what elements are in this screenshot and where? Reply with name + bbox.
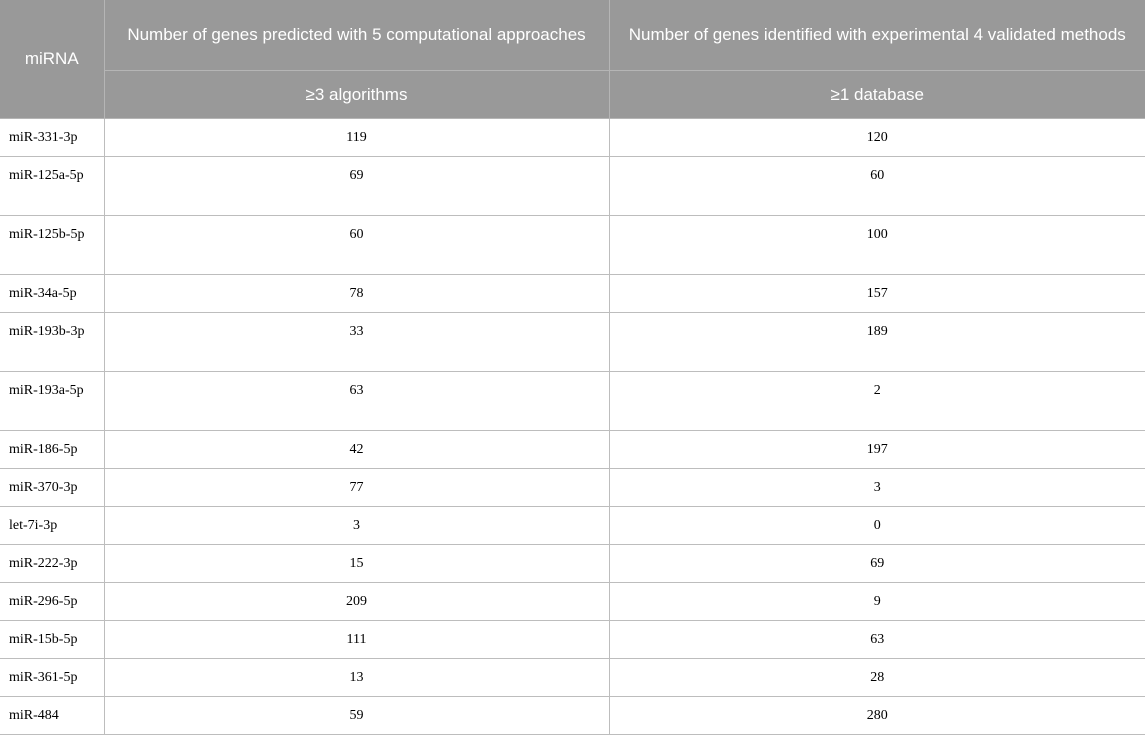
mirna-cell: miR-15b-5p (0, 620, 105, 659)
subheader-database: ≥1 database (609, 70, 1145, 119)
mirna-cell: miR-222-3p (0, 544, 105, 583)
identified-cell: 3 (609, 468, 1145, 507)
predicted-cell: 59 (104, 696, 610, 735)
table-row: miR-370-3p 77 3 (0, 468, 1145, 507)
header-row-sub: ≥3 algorithms ≥1 database (0, 70, 1145, 119)
predicted-cell: 3 (104, 506, 610, 545)
identified-cell: 63 (609, 620, 1145, 659)
identified-cell: 120 (609, 118, 1145, 157)
identified-cell: 69 (609, 544, 1145, 583)
identified-cell: 197 (609, 430, 1145, 469)
col-header-experimental: Number of genes identified with experime… (609, 0, 1145, 71)
mirna-cell: miR-193b-3p (0, 312, 105, 372)
identified-cell: 157 (609, 274, 1145, 313)
table-row: miR-484 59 280 (0, 696, 1145, 735)
mirna-cell: let-7i-3p (0, 506, 105, 545)
identified-cell: 2 (609, 371, 1145, 431)
predicted-cell: 13 (104, 658, 610, 697)
predicted-cell: 33 (104, 312, 610, 372)
predicted-cell: 15 (104, 544, 610, 583)
predicted-cell: 119 (104, 118, 610, 157)
predicted-cell: 69 (104, 156, 610, 216)
table-row: miR-186-5p 42 197 (0, 430, 1145, 469)
mirna-cell: miR-125a-5p (0, 156, 105, 216)
table-row: let-7i-3p 3 0 (0, 506, 1145, 545)
table-row: miR-331-3p 119 120 (0, 118, 1145, 157)
mirna-cell: miR-296-5p (0, 582, 105, 621)
header-row-main: miRNA Number of genes predicted with 5 c… (0, 0, 1145, 119)
table-row: miR-222-3p 15 69 (0, 544, 1145, 583)
table-row: miR-125a-5p 69 60 (0, 156, 1145, 216)
identified-cell: 9 (609, 582, 1145, 621)
table-row: miR-34a-5p 78 157 (0, 274, 1145, 313)
identified-cell: 100 (609, 215, 1145, 275)
table-row: miR-15b-5p 111 63 (0, 620, 1145, 659)
mirna-cell: miR-484 (0, 696, 105, 735)
identified-cell: 28 (609, 658, 1145, 697)
col-header-computational: Number of genes predicted with 5 computa… (104, 0, 610, 71)
col-header-mirna: miRNA (0, 0, 105, 119)
mirna-cell: miR-370-3p (0, 468, 105, 507)
mirna-cell: miR-125b-5p (0, 215, 105, 275)
predicted-cell: 63 (104, 371, 610, 431)
subheader-algorithms: ≥3 algorithms (104, 70, 610, 119)
table-row: miR-361-5p 13 28 (0, 658, 1145, 697)
mirna-cell: miR-186-5p (0, 430, 105, 469)
identified-cell: 0 (609, 506, 1145, 545)
table-row: miR-193a-5p 63 2 (0, 371, 1145, 431)
predicted-cell: 78 (104, 274, 610, 313)
identified-cell: 189 (609, 312, 1145, 372)
mirna-cell: miR-331-3p (0, 118, 105, 157)
mirna-cell: miR-193a-5p (0, 371, 105, 431)
predicted-cell: 60 (104, 215, 610, 275)
identified-cell: 60 (609, 156, 1145, 216)
predicted-cell: 209 (104, 582, 610, 621)
table-row: miR-125b-5p 60 100 (0, 215, 1145, 275)
mirna-cell: miR-34a-5p (0, 274, 105, 313)
identified-cell: 280 (609, 696, 1145, 735)
predicted-cell: 77 (104, 468, 610, 507)
mirna-cell: miR-361-5p (0, 658, 105, 697)
predicted-cell: 42 (104, 430, 610, 469)
table-row: miR-296-5p 209 9 (0, 582, 1145, 621)
table-row: miR-193b-3p 33 189 (0, 312, 1145, 372)
predicted-cell: 111 (104, 620, 610, 659)
